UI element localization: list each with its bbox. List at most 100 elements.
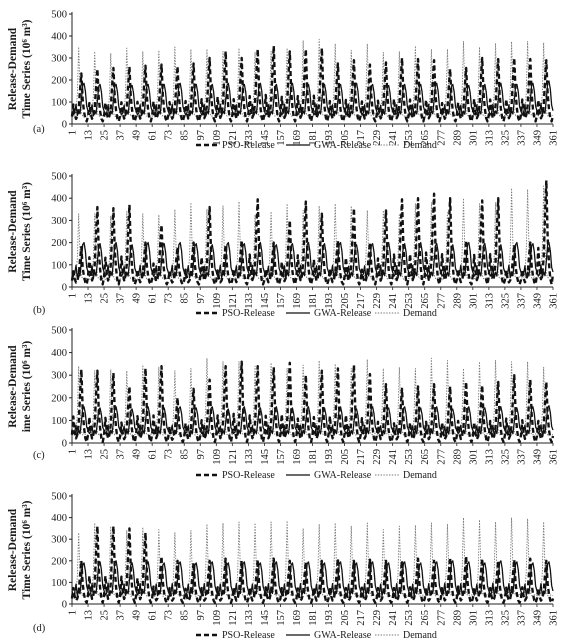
x-tick-label: 109 <box>212 449 223 465</box>
chart-panel-b: 0 100 200 300 400 500 1 13 25 37 49 61 73 85 97 109 121 1… <box>7 172 560 320</box>
x-tick-label: 1 <box>68 610 79 615</box>
x-tick-label: 73 <box>164 293 175 304</box>
x-tick-label: 289 <box>452 130 463 146</box>
x-tick-label: 121 <box>228 449 239 465</box>
legend-entry: PSO-Release <box>222 630 275 641</box>
chart-panel-d: 0 100 200 300 400 500 1 13 25 37 49 61 73 85 97 109 121 1… <box>7 492 560 642</box>
x-tick-label: 301 <box>468 449 479 465</box>
legend-entry: Demand <box>403 308 437 319</box>
y-axis-label-line2: ime Series (10⁶ m³) <box>21 341 33 433</box>
x-tick-label: 25 <box>100 610 111 621</box>
x-tick-label: 145 <box>260 293 271 309</box>
x-tick-label: 13 <box>84 449 95 460</box>
x-tick-label: 1 <box>68 449 79 454</box>
x-tick-label: 73 <box>164 610 175 621</box>
x-tick-label: 217 <box>356 130 367 146</box>
y-tick-label: 0 <box>62 120 67 131</box>
series-line-pso-release <box>70 525 555 604</box>
x-tick-label: 49 <box>132 293 143 304</box>
x-tick-label: 13 <box>84 130 95 141</box>
panel-label: (b) <box>33 305 46 316</box>
x-tick-label: 325 <box>500 130 511 146</box>
y-tick-label: 300 <box>51 54 67 65</box>
x-tick-label: 73 <box>164 449 175 460</box>
x-tick-label: 229 <box>372 293 383 309</box>
x-tick-label: 253 <box>404 293 415 309</box>
x-tick-label: 85 <box>180 449 191 460</box>
x-tick-label: 217 <box>356 293 367 309</box>
x-tick-label: 265 <box>420 130 431 146</box>
x-tick-label: 25 <box>100 449 111 460</box>
x-tick-label: 349 <box>532 610 543 626</box>
x-tick-label: 109 <box>212 293 223 309</box>
y-tick-label: 500 <box>51 172 67 183</box>
y-tick-label: 100 <box>51 578 67 589</box>
legend: PSO-Release GWA-Release Demand <box>196 630 437 641</box>
x-tick-label: 205 <box>340 130 351 146</box>
x-tick-label: 61 <box>148 610 159 621</box>
legend-entry: PSO-Release <box>222 140 275 151</box>
series-line-pso-release <box>70 360 555 444</box>
x-tick-label: 49 <box>132 610 143 621</box>
panel-label: (c) <box>33 450 45 461</box>
y-tick-label: 200 <box>51 238 67 249</box>
x-tick-label: 301 <box>468 130 479 146</box>
x-tick-label: 181 <box>308 610 319 626</box>
x-tick-label: 325 <box>500 293 511 309</box>
x-tick-label: 37 <box>116 293 127 304</box>
legend: PSO-Release GWA-Release Demand <box>196 308 437 319</box>
y-tick-label: 200 <box>51 556 67 567</box>
x-tick-label: 229 <box>372 449 383 465</box>
x-tick-label: 145 <box>260 449 271 465</box>
y-tick-label: 100 <box>51 260 67 271</box>
y-tick-label: 400 <box>51 348 67 359</box>
y-axis-label-line2: Time Series (10⁶ m³) <box>21 500 33 599</box>
y-tick-label: 300 <box>51 371 67 382</box>
y-axis-label-line1: Release-Demand <box>7 190 19 273</box>
y-axis-label-line1: Release-Demand <box>7 508 19 591</box>
x-tick-label: 325 <box>500 449 511 465</box>
legend-entry: PSO-Release <box>222 308 275 319</box>
y-tick-label: 500 <box>51 10 67 21</box>
x-tick-label: 277 <box>436 293 447 309</box>
y-tick-label: 500 <box>51 492 67 503</box>
y-tick-label: 200 <box>51 76 67 87</box>
x-tick-label: 277 <box>436 610 447 626</box>
x-tick-label: 193 <box>324 130 335 146</box>
y-axis-label-line1: Release-Demand <box>7 345 19 428</box>
y-tick-label: 300 <box>51 216 67 227</box>
x-tick-label: 217 <box>356 610 367 626</box>
panel-label: (d) <box>33 623 46 634</box>
x-tick-label: 97 <box>196 293 207 304</box>
y-tick-label: 0 <box>62 439 67 450</box>
x-tick-label: 313 <box>484 449 495 465</box>
x-tick-label: 337 <box>516 610 527 626</box>
x-tick-label: 37 <box>116 610 127 621</box>
x-tick-label: 181 <box>308 293 319 309</box>
x-tick-label: 61 <box>148 130 159 141</box>
x-tick-label: 205 <box>340 293 351 309</box>
x-tick-label: 241 <box>388 293 399 309</box>
x-tick-label: 337 <box>516 130 527 146</box>
x-tick-label: 349 <box>532 130 543 146</box>
x-tick-label: 49 <box>132 130 143 141</box>
x-tick-label: 241 <box>388 610 399 626</box>
x-tick-label: 169 <box>292 449 303 465</box>
x-tick-label: 97 <box>196 449 207 460</box>
x-tick-label: 181 <box>308 449 319 465</box>
x-tick-label: 157 <box>276 293 287 309</box>
x-tick-label: 217 <box>356 449 367 465</box>
x-tick-label: 25 <box>100 293 111 304</box>
x-tick-label: 85 <box>180 610 191 621</box>
x-tick-label: 109 <box>212 130 223 146</box>
legend-entry: PSO-Release <box>222 470 275 481</box>
x-tick-label: 265 <box>420 449 431 465</box>
x-tick-label: 337 <box>516 449 527 465</box>
chart-panel-c: 0 100 200 300 400 500 1 13 25 37 49 61 73 85 97 109 121 1… <box>7 326 560 482</box>
y-tick-label: 400 <box>51 32 67 43</box>
x-tick-label: 61 <box>148 449 159 460</box>
x-tick-label: 121 <box>228 293 239 309</box>
x-tick-label: 253 <box>404 449 415 465</box>
x-tick-label: 265 <box>420 293 431 309</box>
x-tick-label: 61 <box>148 293 159 304</box>
